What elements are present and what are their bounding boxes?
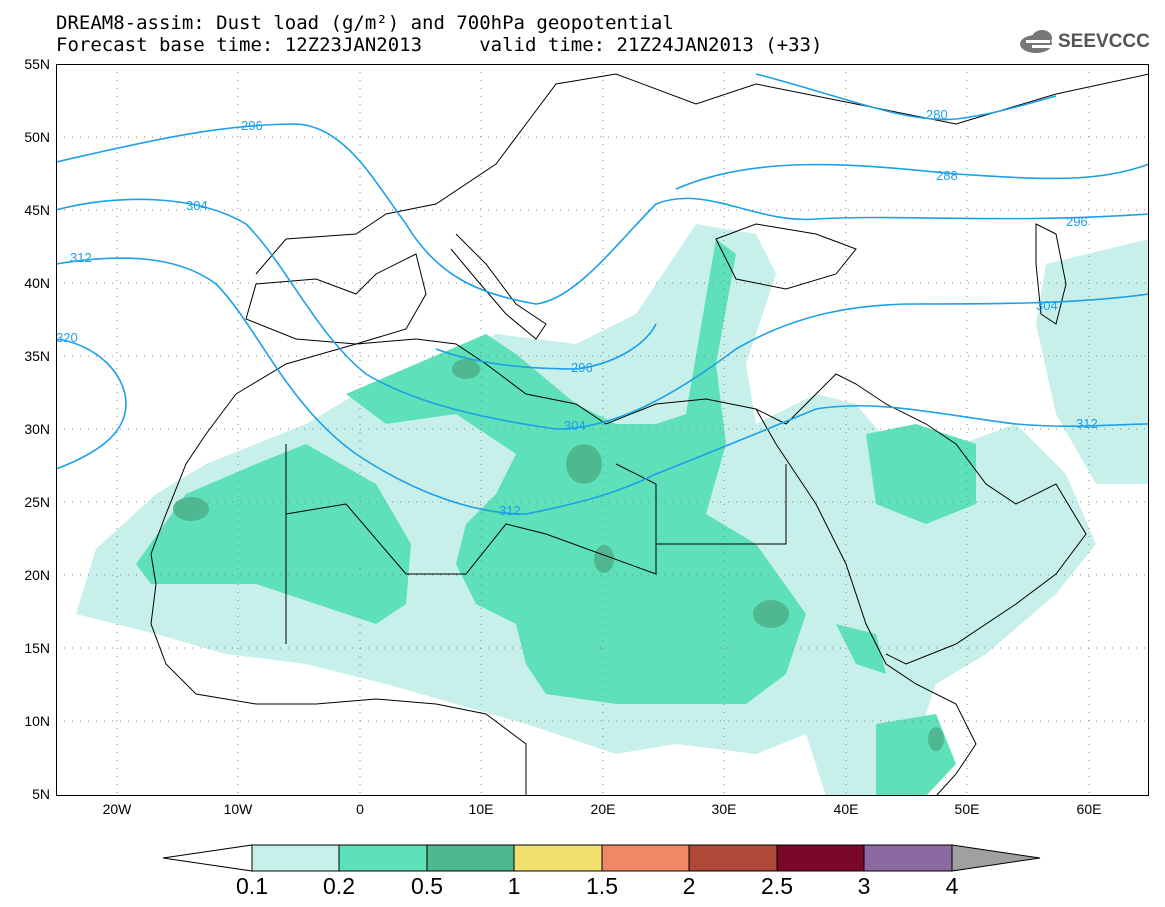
colorbar-bin-1: [251, 844, 340, 872]
lon-label-50e: 50E: [954, 801, 980, 817]
colorbar-bin-7: [776, 844, 865, 872]
coast-north-africa: [235, 338, 787, 425]
dust-area-sahara-mid: [136, 444, 411, 624]
contour-label-304-west: 304: [186, 198, 208, 213]
lat-label-55n: 55N: [24, 56, 50, 72]
colorbar-over-arrow: [951, 844, 1041, 872]
contour-320: [56, 338, 127, 470]
coast-west-africa: [150, 393, 527, 796]
dust-spot-6: [928, 727, 944, 751]
dust-area-redsea-mid: [836, 624, 886, 674]
colorbar-label-0-5: 0.5: [411, 873, 443, 899]
colorbar-bin-6: [688, 844, 778, 872]
lat-label-5n: 5N: [32, 786, 50, 802]
dust-area-horn-mid: [876, 714, 956, 796]
lon-label-20w: 20W: [102, 801, 132, 817]
lon-label-30e: 30E: [711, 801, 737, 817]
seevccc-logo: [1020, 30, 1052, 53]
contour-304: [56, 198, 1149, 430]
lon-label-20e: 20E: [590, 801, 616, 817]
lat-label-30n: 30N: [24, 421, 50, 437]
dust-shading-high: [173, 359, 944, 751]
contour-280: [755, 73, 1057, 121]
coast-black-sea: [715, 223, 857, 290]
border-1: [285, 463, 657, 575]
lon-label-60e: 60E: [1076, 801, 1102, 817]
colorbar-label-2-5: 2.5: [761, 873, 793, 899]
logo-text: SEEVCCC: [1058, 31, 1150, 52]
colorbar-label-0-1: 0.1: [236, 873, 268, 899]
dust-area-mideast-mid: [866, 424, 976, 524]
dust-spot-4: [594, 545, 614, 573]
lat-label-20n: 20N: [24, 567, 50, 583]
contour-296-mid: [435, 323, 657, 370]
coast-caspian: [1035, 223, 1067, 325]
contour-288: [675, 163, 1149, 190]
colorbar-bin-8: [863, 844, 953, 872]
colorbar-label-1: 1: [507, 873, 521, 899]
lat-label-45n: 45N: [24, 202, 50, 218]
dust-spot-2: [566, 444, 602, 484]
lat-label-35n: 35N: [24, 348, 50, 364]
map-title: DREAM8-assim: Dust load (g/m²) and 700hP…: [56, 12, 674, 34]
contour-label-312-mid: 312: [499, 503, 521, 518]
colorbar-bin-3: [426, 844, 515, 872]
contour-label-304-mid: 304: [564, 418, 586, 433]
dust-map: 280 288 296 296 296 304 304 304 312 312 …: [56, 64, 1149, 796]
coast-red-sea: [755, 408, 977, 796]
colorbar-bin-4: [513, 844, 603, 872]
colorbar-bin-2: [338, 844, 428, 872]
border-2: [656, 464, 787, 545]
map-frame: [56, 64, 1149, 796]
colorbar-label-0-2: 0.2: [323, 873, 355, 899]
colorbar-label-1-5: 1.5: [586, 873, 618, 899]
cloud-icon: [1020, 30, 1052, 53]
contour-296-north: [56, 123, 1149, 305]
lon-label-40e: 40E: [833, 801, 859, 817]
contour-label-296-mid: 296: [571, 360, 593, 375]
colorbar-under-arrow: [162, 844, 253, 872]
colorbar-label-4: 4: [945, 873, 959, 899]
lat-label-10n: 10N: [24, 713, 50, 729]
lon-label-10w: 10W: [223, 801, 253, 817]
coast-italy: [450, 233, 547, 340]
contour-label-296-east: 296: [1066, 214, 1088, 229]
lon-label-10e: 10E: [468, 801, 494, 817]
colorbar: [162, 844, 1041, 872]
contour-label-304-east: 304: [1036, 298, 1058, 313]
geopotential-contours: [56, 73, 1149, 515]
contour-label-312-east: 312: [1076, 416, 1098, 431]
lon-label-0: 0: [356, 801, 364, 817]
contour-label-296-north: 296: [241, 118, 263, 133]
coast-iberia: [245, 253, 427, 345]
dust-spot-5: [452, 359, 480, 379]
lat-label-25n: 25N: [24, 494, 50, 510]
contour-label-group: 280 288 296 296 296 304 304 304 312 312 …: [56, 107, 1098, 518]
contour-label-320: 320: [56, 330, 78, 345]
contour-312: [56, 257, 1149, 515]
lat-label-50n: 50N: [24, 129, 50, 145]
contour-label-280: 280: [926, 107, 948, 122]
dust-area-asia-light: [1036, 239, 1149, 484]
dust-spot-1: [173, 497, 209, 521]
lat-label-40n: 40N: [24, 275, 50, 291]
dust-spot-3: [753, 600, 789, 628]
colorbar-bin-5: [601, 844, 690, 872]
colorbar-label-3: 3: [857, 873, 871, 899]
forecast-times: Forecast base time: 12Z23JAN2013 valid t…: [56, 34, 823, 56]
colorbar-label-2: 2: [682, 873, 696, 899]
lat-label-15n: 15N: [24, 640, 50, 656]
contour-label-312-west: 312: [70, 250, 92, 265]
coast-arabia: [785, 373, 1087, 665]
contour-label-288: 288: [936, 168, 958, 183]
